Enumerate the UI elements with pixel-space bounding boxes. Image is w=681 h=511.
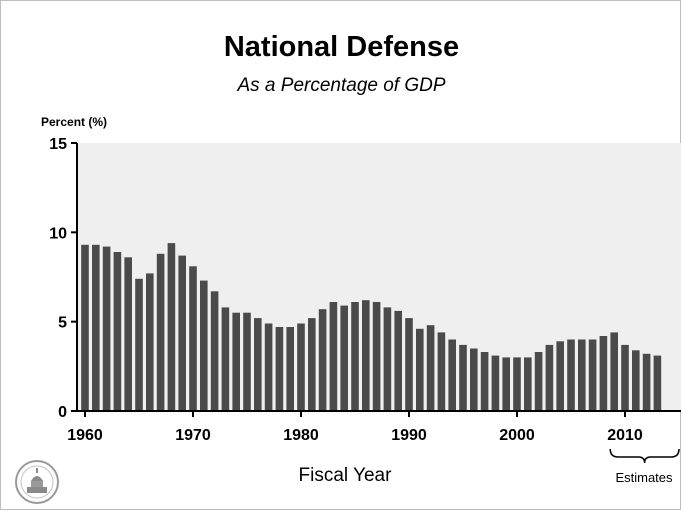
bar <box>556 341 564 411</box>
bar <box>405 318 413 411</box>
bar <box>167 243 176 411</box>
bar <box>113 252 122 411</box>
bar <box>524 357 532 411</box>
bar <box>340 305 348 411</box>
bar <box>92 244 100 411</box>
bar <box>210 291 219 411</box>
bar <box>534 352 543 411</box>
chart-subtitle: As a Percentage of GDP <box>237 75 446 96</box>
bar <box>588 339 597 411</box>
y-tick-label: 5 <box>58 315 67 332</box>
bar <box>470 348 478 411</box>
estimates-brace <box>609 448 680 464</box>
y-axis-title: Percent (%) <box>41 115 107 129</box>
bar <box>232 312 240 411</box>
bar <box>156 253 165 411</box>
x-tick-label: 1980 <box>283 427 319 444</box>
bar <box>491 355 500 411</box>
bar <box>308 318 316 411</box>
bar <box>653 355 662 411</box>
bar <box>545 344 554 411</box>
bar <box>124 257 132 411</box>
bar <box>513 357 521 411</box>
bar <box>362 300 370 411</box>
y-tick-label: 15 <box>49 136 67 153</box>
bar <box>394 310 402 411</box>
bar <box>383 307 392 411</box>
x-axis-title: Fiscal Year <box>299 465 393 486</box>
bar <box>459 344 467 411</box>
bar <box>578 339 586 411</box>
bar <box>502 357 510 411</box>
x-tick-label: 1990 <box>391 427 427 444</box>
estimates-label: Estimates <box>615 470 673 485</box>
bar <box>416 328 424 411</box>
bar <box>437 332 446 411</box>
bar <box>480 352 489 411</box>
bar <box>318 309 327 411</box>
bar <box>351 302 359 411</box>
bar <box>426 325 435 411</box>
bar <box>200 280 208 411</box>
bar <box>135 278 143 411</box>
x-tick-label: 1960 <box>67 427 103 444</box>
bar <box>621 344 629 411</box>
y-tick-label: 0 <box>58 404 67 421</box>
bar <box>610 332 618 411</box>
bar <box>329 302 338 411</box>
bar <box>178 255 186 411</box>
x-tick-label: 1970 <box>175 427 211 444</box>
bar <box>567 339 575 411</box>
bar <box>81 244 89 411</box>
bar <box>254 318 262 411</box>
bar <box>599 336 608 411</box>
bar <box>632 350 640 411</box>
bar <box>102 246 111 411</box>
chart-title: National Defense <box>223 31 460 63</box>
bar <box>264 323 273 411</box>
bar <box>146 273 154 411</box>
bar <box>372 302 381 411</box>
y-tick-label: 10 <box>49 225 67 242</box>
x-tick-label: 2010 <box>607 427 643 444</box>
bar <box>448 339 456 411</box>
capitol-seal-icon <box>15 460 59 504</box>
bar <box>297 323 305 411</box>
bar <box>189 266 197 411</box>
bar <box>221 307 230 411</box>
bar <box>286 327 294 411</box>
x-tick-label: 2000 <box>499 427 535 444</box>
bar <box>642 353 651 411</box>
bar <box>275 327 284 411</box>
bar <box>243 312 251 411</box>
